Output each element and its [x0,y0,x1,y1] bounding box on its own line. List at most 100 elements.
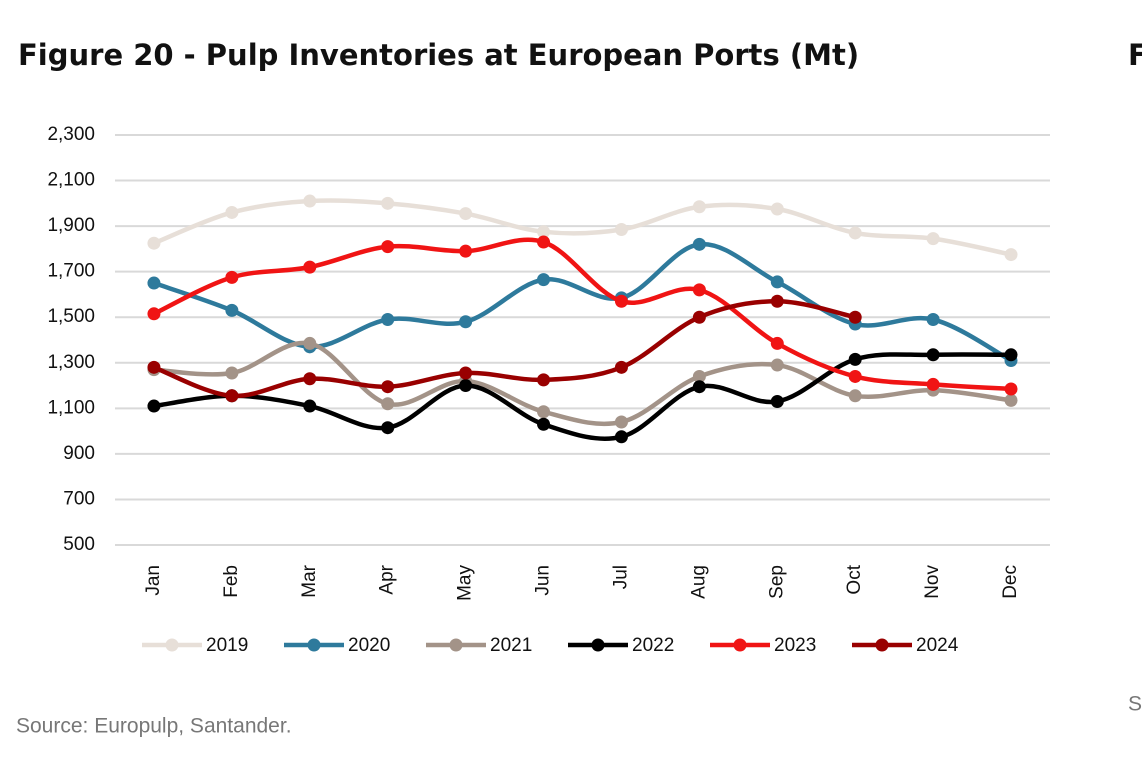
y-tick-label: 2,300 [47,124,95,145]
series-line [151,299,858,399]
legend-marker [307,638,321,652]
point [614,360,628,374]
point [225,389,239,403]
point [459,315,473,329]
y-tick-label: 500 [63,534,95,555]
point [147,399,161,413]
series-line [151,198,1014,257]
point [770,336,784,350]
point [770,275,784,289]
x-tick-label: Oct [844,564,865,594]
point [381,313,395,326]
point [848,389,862,403]
x-tick-label: Jul [610,565,631,589]
point [926,313,940,326]
point [614,294,628,308]
point [770,294,784,308]
point [692,369,706,383]
y-tick-label: 1,100 [47,397,95,418]
point [537,235,551,249]
legend-label: 2022 [632,635,674,656]
point [303,399,317,413]
legend-marker [733,638,747,652]
x-tick-label: Jan [143,565,164,596]
point [225,303,239,317]
point [459,207,473,221]
point [614,430,628,444]
point [147,360,161,374]
x-tick-label: Apr [377,564,398,594]
y-tick-label: 1,700 [47,261,95,282]
x-tick-label: Aug [688,565,709,599]
point [692,200,706,214]
point [1004,348,1018,362]
point [1004,393,1018,407]
next-figure-title: F [1128,38,1142,72]
point [147,307,161,321]
point [147,276,161,290]
point [225,205,239,219]
legend-label: 2020 [348,635,390,656]
point [692,380,706,394]
point [459,366,473,380]
point [225,270,239,284]
point [692,283,706,297]
point [303,372,317,386]
point [147,236,161,250]
y-tick-label: 1,300 [47,352,95,373]
y-tick-label: 900 [63,443,95,464]
source: Source: Europulp, Santander. [16,715,292,738]
point [848,226,862,240]
point [848,352,862,366]
point [381,380,395,394]
point [537,373,551,387]
legend-marker [875,638,889,652]
legend-label: 2024 [916,635,959,656]
point [537,417,551,431]
point [926,348,940,362]
point [770,202,784,216]
point [303,336,317,350]
legend-marker [165,638,179,652]
series-line [151,237,1014,392]
point [225,366,239,380]
point [381,421,395,435]
point [537,273,551,287]
x-tick-label: Feb [221,565,242,598]
point [770,358,784,372]
y-tick-label: 2,100 [47,170,95,191]
point [459,379,473,393]
legend-marker [591,638,605,652]
point [459,244,473,258]
x-tick-label: May [455,565,476,601]
x-tick-label: Jun [533,565,554,596]
chart-title: Figure 20 - Pulp Inventories at European… [18,38,859,72]
legend-label: 2021 [490,635,532,656]
point [381,240,395,254]
y-tick-label: 1,900 [47,215,95,236]
point [1004,248,1018,262]
legend-label: 2019 [206,635,248,656]
next-source: S [1128,693,1142,716]
point [926,377,940,391]
x-tick-label: Nov [922,565,943,599]
legend-marker [449,638,463,652]
point [848,310,862,324]
point [303,194,317,208]
point [381,397,395,411]
series-line [151,242,1014,363]
x-tick-label: Sep [766,565,787,599]
point [303,260,317,274]
point [537,225,551,239]
point [770,395,784,408]
x-tick-label: Dec [1000,565,1021,599]
x-tick-label: Mar [299,564,320,597]
point [537,405,551,419]
point [614,223,628,237]
point [1004,382,1018,396]
y-tick-label: 1,500 [47,306,95,327]
point [692,237,706,251]
point [381,196,395,210]
point [926,232,940,246]
